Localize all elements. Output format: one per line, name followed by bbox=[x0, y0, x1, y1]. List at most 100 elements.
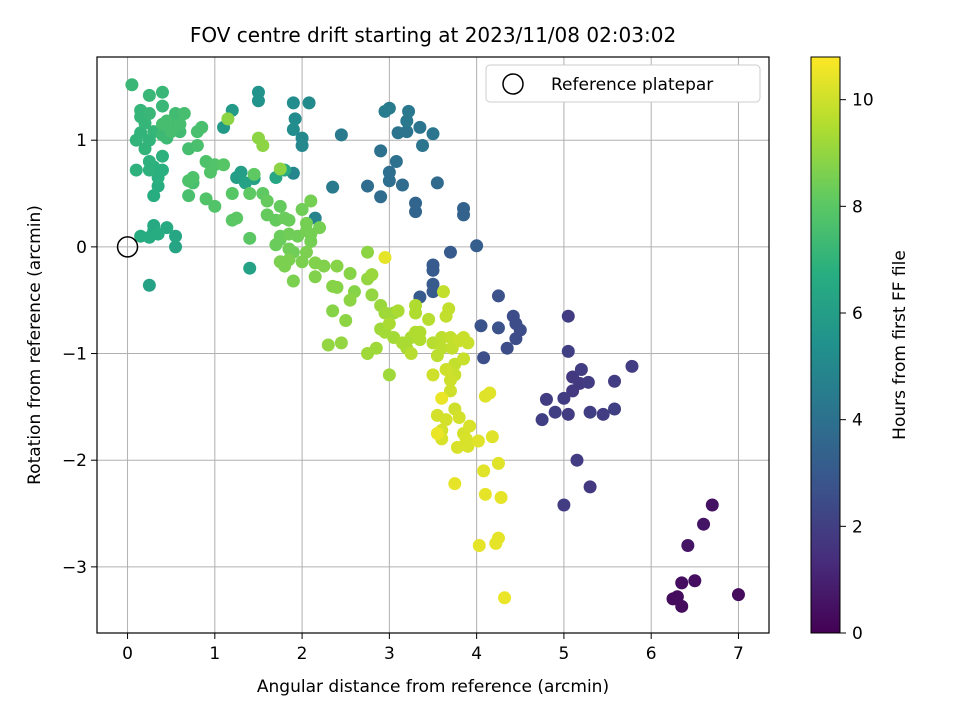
data-point bbox=[361, 179, 375, 193]
data-point bbox=[535, 413, 549, 427]
data-point bbox=[203, 165, 217, 179]
data-point bbox=[457, 352, 471, 366]
data-point bbox=[361, 245, 375, 259]
data-point bbox=[477, 351, 491, 365]
data-point bbox=[426, 127, 440, 141]
data-point bbox=[705, 498, 719, 512]
colorbar-tick-label: 4 bbox=[852, 411, 863, 431]
chart-title: FOV centre drift starting at 2023/11/08 … bbox=[190, 23, 676, 47]
data-point bbox=[173, 117, 187, 131]
x-tick-label: 3 bbox=[384, 644, 395, 664]
data-point bbox=[164, 125, 178, 139]
data-point bbox=[574, 363, 588, 377]
data-point bbox=[288, 112, 302, 126]
data-point bbox=[382, 317, 396, 331]
data-point bbox=[470, 239, 484, 253]
data-point bbox=[498, 591, 512, 605]
data-point bbox=[448, 477, 462, 491]
data-point bbox=[186, 171, 200, 185]
data-point bbox=[343, 267, 357, 281]
data-point bbox=[483, 386, 497, 400]
x-tick-label: 2 bbox=[297, 644, 308, 664]
colorbar-tick-label: 10 bbox=[852, 91, 874, 111]
data-point bbox=[426, 368, 440, 382]
colorbar-tick-label: 8 bbox=[852, 197, 863, 217]
plot-frame bbox=[96, 56, 770, 634]
data-point bbox=[416, 139, 430, 153]
legend: Reference platepar bbox=[485, 64, 761, 103]
data-point bbox=[561, 309, 575, 323]
data-point bbox=[404, 347, 418, 361]
data-points bbox=[125, 78, 745, 613]
data-point bbox=[299, 245, 313, 259]
data-point bbox=[129, 163, 143, 177]
data-point bbox=[413, 120, 427, 134]
data-point bbox=[430, 176, 444, 190]
colorbar-tick-label: 2 bbox=[852, 517, 863, 537]
data-point bbox=[334, 128, 348, 142]
data-point bbox=[491, 321, 505, 335]
data-point bbox=[557, 498, 571, 512]
data-point bbox=[426, 263, 440, 277]
data-point bbox=[247, 167, 261, 181]
data-point bbox=[343, 293, 357, 307]
data-point bbox=[199, 192, 213, 206]
data-point bbox=[439, 413, 453, 427]
data-point bbox=[561, 407, 575, 421]
data-point bbox=[489, 536, 503, 550]
data-point bbox=[169, 240, 183, 254]
data-point bbox=[439, 363, 453, 377]
y-axis-ticks: 1 0 −1 −2 −3 bbox=[62, 131, 97, 578]
y-tick-label: 1 bbox=[76, 131, 87, 151]
data-point bbox=[430, 427, 444, 441]
colorbar-tick-label: 6 bbox=[852, 304, 863, 324]
data-point bbox=[243, 261, 257, 275]
data-point bbox=[190, 125, 204, 139]
data-point bbox=[365, 288, 379, 302]
data-point bbox=[243, 231, 257, 245]
data-point bbox=[675, 576, 689, 590]
data-point bbox=[286, 123, 300, 137]
data-point bbox=[155, 85, 169, 99]
data-point bbox=[509, 332, 523, 346]
data-point bbox=[450, 440, 464, 454]
data-point bbox=[583, 480, 597, 494]
data-point bbox=[461, 439, 475, 453]
data-point bbox=[471, 434, 485, 448]
data-point bbox=[422, 312, 436, 326]
data-point bbox=[282, 213, 296, 227]
data-point bbox=[374, 144, 388, 158]
data-point bbox=[217, 158, 231, 172]
data-point bbox=[256, 139, 270, 153]
data-point bbox=[625, 359, 639, 373]
data-point bbox=[435, 341, 449, 355]
data-point bbox=[282, 253, 296, 267]
legend-box bbox=[485, 64, 761, 103]
data-point bbox=[155, 117, 169, 131]
data-point bbox=[190, 139, 204, 153]
data-point bbox=[461, 336, 475, 350]
data-point bbox=[548, 405, 562, 419]
data-point bbox=[155, 149, 169, 163]
data-point bbox=[378, 104, 392, 118]
data-point bbox=[251, 94, 265, 108]
data-point bbox=[334, 336, 348, 350]
data-point bbox=[494, 491, 508, 505]
data-point bbox=[273, 162, 287, 176]
data-point bbox=[491, 289, 505, 303]
data-point bbox=[391, 304, 405, 318]
data-point bbox=[688, 574, 702, 588]
x-tick-label: 6 bbox=[646, 644, 657, 664]
data-point bbox=[583, 405, 597, 419]
data-point bbox=[474, 319, 488, 333]
colorbar-tick-label: 0 bbox=[852, 624, 863, 644]
data-point bbox=[409, 299, 423, 313]
colorbar-gradient bbox=[810, 56, 841, 634]
data-point bbox=[443, 373, 457, 387]
data-point bbox=[208, 199, 222, 213]
data-point bbox=[557, 391, 571, 405]
data-point bbox=[409, 196, 423, 210]
data-point bbox=[478, 487, 492, 501]
data-point bbox=[304, 194, 318, 208]
data-point bbox=[731, 588, 745, 602]
